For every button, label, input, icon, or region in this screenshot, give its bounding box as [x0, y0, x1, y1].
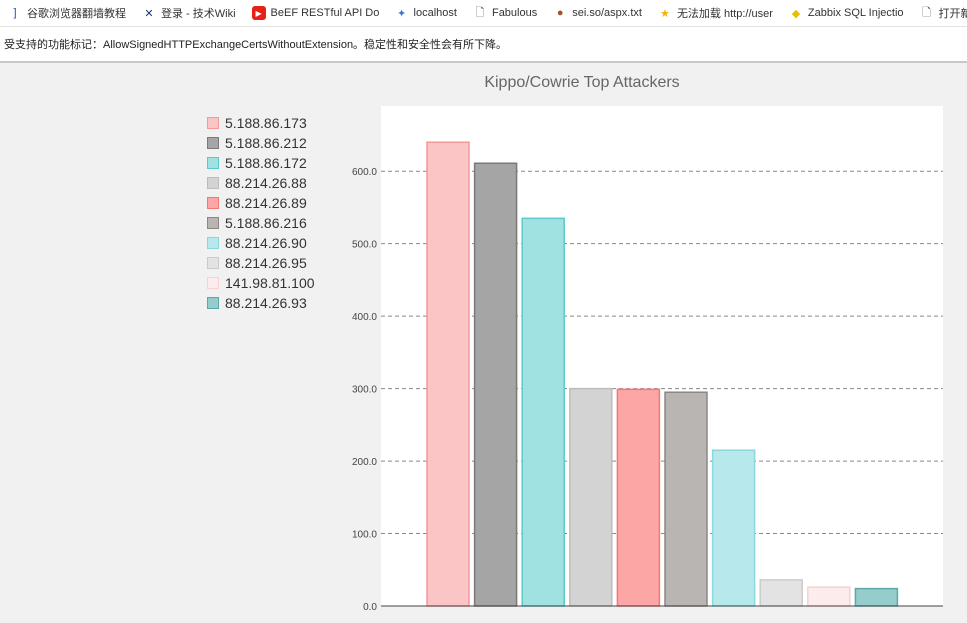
y-tick-label: 100.0 [352, 530, 377, 541]
bookmarks-bar: ] 谷歌浏览器翻墙教程 ✕ 登录 - 技术Wiki ▶ BeEF RESTful API … [0, 0, 967, 27]
x-logo-icon: ✕ [144, 7, 154, 20]
legend-swatch [207, 177, 219, 189]
bookmark-item[interactable]: ✦ localhost [395, 3, 457, 23]
legend-swatch [207, 277, 219, 289]
legend-item[interactable]: 88.214.26.88 [207, 173, 315, 193]
bookmark-label: 打开新的标签 [938, 8, 967, 20]
page-icon: 🗋 [922, 6, 931, 19]
legend-label: 88.214.26.95 [225, 255, 307, 271]
bars [426, 141, 899, 607]
legend-swatch [207, 197, 219, 209]
bar-88-214-26-88[interactable] [569, 387, 613, 607]
bookmark-label: localhost [413, 7, 457, 19]
bookmark-label: Fabulous [491, 7, 538, 19]
bookmark-label: 无法加载 http://user [676, 8, 773, 20]
legend-item[interactable]: 141.98.81.100 [207, 273, 315, 293]
legend-item[interactable]: 88.214.26.89 [207, 193, 315, 213]
legend-label: 88.214.26.93 [225, 295, 307, 311]
y-axis: 0.0 100.0 200.0 300.0 400.0 500.0 600.0 [352, 167, 377, 613]
bookmark-label: sei.so/aspx.txt [572, 7, 642, 19]
bookmark-item[interactable]: ★ 无法加载 http://user [658, 3, 773, 23]
bar-88-214-26-93[interactable] [854, 587, 899, 607]
globe-icon: ● [556, 7, 564, 19]
bar-5-188-86-173[interactable] [426, 141, 470, 607]
legend-label: 141.98.81.100 [225, 275, 315, 291]
bookmark-label: 谷歌浏览器翻墙教程 [27, 8, 126, 20]
flags-info-bar: 受支持的功能标记：AllowSignedHTTPExchangeCertsWit… [0, 27, 967, 63]
info-bar-text: 受支持的功能标记：AllowSignedHTTPExchangeCertsWit… [4, 39, 508, 51]
bookmark-item[interactable]: 🗋 Fabulous [473, 3, 538, 23]
legend-label: 5.188.86.173 [225, 115, 307, 131]
y-tick-label: 0.0 [363, 602, 377, 613]
legend-swatch [207, 157, 219, 169]
bookmark-label: 登录 - 技术Wiki [161, 8, 236, 20]
pinwheel-icon: ✦ [396, 7, 407, 20]
legend-item[interactable]: 5.188.86.173 [207, 113, 315, 133]
bookmark-item[interactable]: ◆ Zabbix SQL Injectio [789, 3, 904, 23]
bar-88-214-26-95[interactable] [759, 579, 803, 607]
page-icon: 🗋 [475, 6, 485, 19]
legend-swatch [207, 237, 219, 249]
legend-swatch [207, 137, 219, 149]
legend-swatch [207, 257, 219, 269]
bar-141-98-81-100[interactable] [807, 586, 851, 607]
legend-label: 88.214.26.89 [225, 195, 307, 211]
legend-item[interactable]: 5.188.86.212 [207, 133, 315, 153]
chart-title: Kippo/Cowrie Top Attackers [484, 74, 680, 91]
bookmark-item[interactable]: ✕ 登录 - 技术Wiki [142, 3, 236, 23]
legend-item[interactable]: 88.214.26.95 [207, 253, 315, 273]
legend-swatch [207, 217, 219, 229]
bookmark-label: BeEF RESTful API Do [270, 7, 379, 19]
bookmark-label: Zabbix SQL Injectio [807, 7, 904, 19]
bar-88-214-26-89[interactable] [616, 388, 661, 607]
bracket-icon: ] [13, 7, 17, 19]
legend-item[interactable]: 5.188.86.172 [207, 153, 315, 173]
chart-legend: 5.188.86.173 5.188.86.212 5.188.86.172 88.2… [207, 113, 315, 313]
youtube-icon: ▶ [251, 6, 266, 20]
legend-swatch [207, 297, 219, 309]
y-tick-label: 400.0 [352, 312, 377, 323]
diamond-icon: ◆ [791, 7, 801, 20]
bookmark-item[interactable]: ▶ BeEF RESTful API Do [251, 3, 379, 23]
bar-chart: 0.0 100.0 200.0 300.0 400.0 500.0 600.0 [352, 106, 943, 613]
legend-label: 5.188.86.172 [225, 155, 307, 171]
bookmark-item[interactable]: ] 谷歌浏览器翻墙教程 [8, 3, 126, 23]
bookmark-item[interactable]: 🗋 打开新的标签 [920, 3, 967, 23]
legend-label: 5.188.86.216 [225, 215, 307, 231]
y-tick-label: 600.0 [352, 167, 377, 178]
legend-item[interactable]: 88.214.26.90 [207, 233, 315, 253]
y-tick-label: 300.0 [352, 385, 377, 396]
bar-5-188-86-172[interactable] [521, 217, 565, 607]
bar-88-214-26-90[interactable] [711, 449, 756, 607]
y-tick-label: 200.0 [352, 457, 377, 468]
legend-label: 5.188.86.212 [225, 135, 307, 151]
legend-label: 88.214.26.90 [225, 235, 307, 251]
bar-5-188-86-212[interactable] [473, 162, 518, 607]
y-tick-label: 500.0 [352, 240, 377, 251]
legend-swatch [207, 117, 219, 129]
bookmark-item[interactable]: ● sei.so/aspx.txt [553, 3, 642, 23]
legend-item[interactable]: 88.214.26.93 [207, 293, 315, 313]
bar-5-188-86-216[interactable] [664, 391, 708, 607]
legend-item[interactable]: 5.188.86.216 [207, 213, 315, 233]
star-icon: ★ [660, 7, 670, 20]
legend-label: 88.214.26.88 [225, 175, 307, 191]
chart-container: Kippo/Cowrie Top Attackers 5.188.86.173 5… [10, 66, 967, 623]
